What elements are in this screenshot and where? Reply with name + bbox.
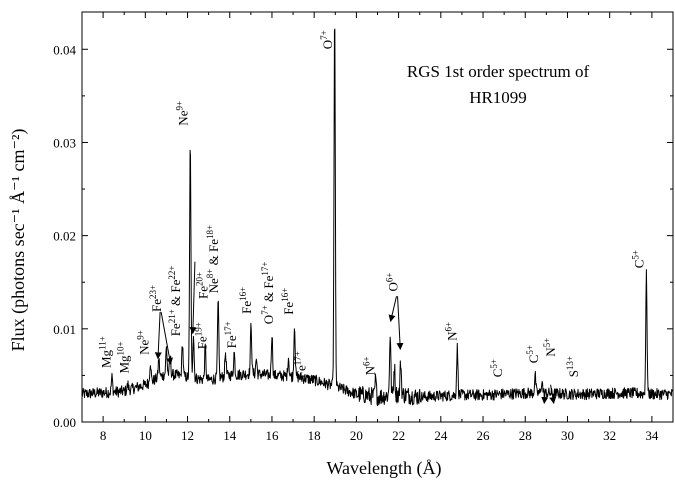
y-axis-title: Flux (photons sec⁻¹ Å⁻¹ cm⁻²) (8, 129, 29, 352)
y-tick-label: 0.03 (53, 135, 76, 150)
x-tick-label: 30 (561, 428, 574, 443)
annotation-arrow (189, 261, 197, 335)
line-annotation: N6+ (444, 322, 460, 341)
line-annotation: C5+ (525, 345, 541, 363)
line-annotation: O7+ & Fe17+ (260, 262, 276, 325)
x-tick-label: 14 (223, 428, 237, 443)
x-tick-label: 32 (603, 428, 616, 443)
x-tick-label: 10 (139, 428, 152, 443)
line-annotation: Fe19+ (194, 322, 210, 349)
line-annotation: C5+ (631, 250, 647, 268)
x-tick-label: 26 (477, 428, 491, 443)
x-tick-label: 8 (100, 428, 107, 443)
x-axis-title: Wavelength (Å) (326, 458, 441, 479)
line-annotation: Ne9+ (175, 101, 191, 126)
x-tick-label: 22 (392, 428, 405, 443)
y-tick-label: 0.00 (53, 415, 76, 430)
annotation-arrow (388, 296, 397, 323)
x-tick-label: 12 (181, 428, 194, 443)
line-annotation: Mg10+ (115, 341, 131, 373)
line-annotation: Ne8+ & Fe18+ (205, 225, 221, 293)
line-annotation: Mg11+ (98, 336, 114, 368)
axes: 8 10 12 14 16 18 20 22 24 26 28 30 32 34 0.00 0.01 0.02 0… (53, 11, 674, 443)
x-tick-label: 28 (519, 428, 532, 443)
line-annotation: O7+ (319, 30, 335, 49)
x-tick-label: 16 (265, 428, 279, 443)
x-tick-label: 34 (645, 428, 659, 443)
x-tick-label: 18 (308, 428, 321, 443)
line-annotation: Fe21+ & Fe22+ (167, 266, 183, 337)
line-annotation: Fe16+ (280, 288, 296, 315)
spectrum-line (81, 28, 674, 407)
x-tick-label: 24 (434, 428, 448, 443)
spectrum-layer (81, 28, 674, 407)
line-annotation: N5+ (542, 338, 558, 357)
line-annotation: Fe23+ (148, 285, 164, 312)
line-annotation: Fe16+ (238, 287, 254, 314)
x-tick-label: 20 (350, 428, 363, 443)
annotation-arrow (541, 389, 549, 405)
chart-title-line1: RGS 1st order spectrum of (407, 62, 590, 81)
line-annotations: Mg11+Mg10+ Ne9+ Fe23+Fe21+ & Fe22+ Ne9+ Fe19… (98, 30, 647, 405)
y-tick-label: 0.02 (53, 229, 76, 244)
line-annotation: S13+ (565, 356, 581, 377)
annotation-arrow (154, 312, 162, 360)
line-annotation: Fe20+ (195, 272, 211, 299)
line-annotation: Fe17+ (223, 321, 239, 348)
line-annotation: O6+ (385, 273, 401, 292)
y-tick-label: 0.04 (53, 42, 76, 57)
line-annotation: N6+ (361, 356, 377, 375)
line-annotation: Ne9+ (136, 330, 152, 355)
annotation-arrow (160, 311, 173, 365)
line-annotation: Fe17+ (293, 351, 309, 378)
chart-title-line2: HR1099 (469, 88, 527, 107)
annotation-arrow (549, 384, 557, 405)
annotation-arrow (396, 296, 404, 351)
line-annotation: C5+ (489, 359, 505, 377)
y-tick-label: 0.01 (53, 322, 76, 337)
